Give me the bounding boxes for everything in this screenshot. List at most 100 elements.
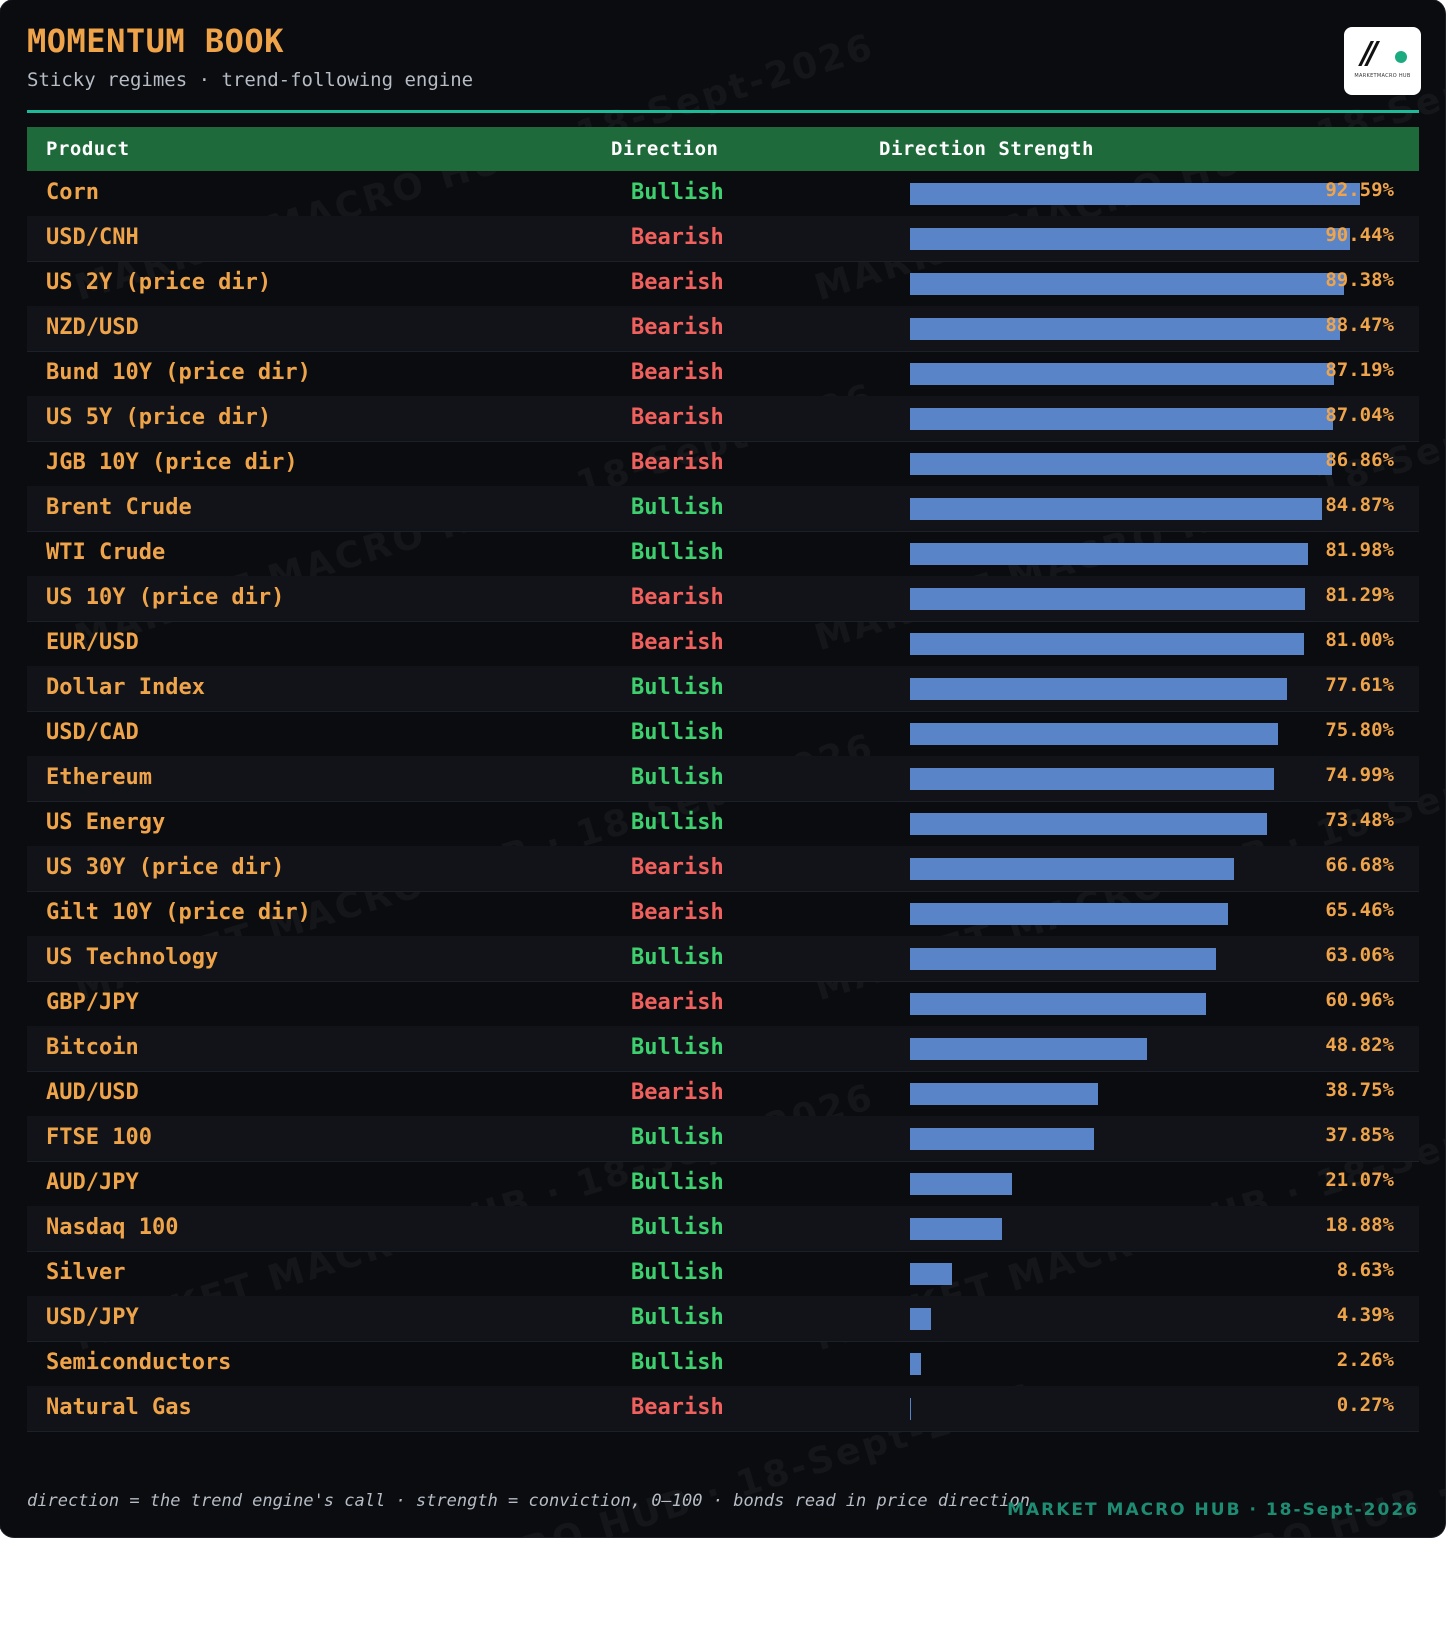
strength-value: 81.98% (1325, 539, 1394, 561)
product-name: Bitcoin (46, 1035, 139, 1060)
direction-label: Bullish (631, 1305, 724, 1330)
product-name: JGB 10Y (price dir) (46, 450, 298, 475)
strength-value: 87.19% (1325, 359, 1394, 381)
table-row: AUD/JPY Bullish 21.07% (27, 1161, 1419, 1207)
strength-bar (910, 1308, 932, 1330)
strength-bar (910, 318, 1340, 340)
direction-label: Bullish (631, 1260, 724, 1285)
strength-bar-track (910, 723, 1396, 745)
strength-value: 89.38% (1325, 269, 1394, 291)
direction-label: Bearish (631, 360, 724, 385)
product-name: AUD/USD (46, 1080, 139, 1105)
strength-bar (910, 723, 1279, 745)
logo-dot-icon (1395, 51, 1407, 63)
strength-bar-track (910, 1128, 1396, 1150)
strength-value: 86.86% (1325, 449, 1394, 471)
strength-value: 81.00% (1325, 629, 1394, 651)
header-divider (27, 110, 1419, 113)
direction-label: Bearish (631, 630, 724, 655)
column-header-strength: Direction Strength (879, 138, 1094, 160)
strength-bar-track (910, 228, 1396, 250)
table-row: JGB 10Y (price dir) Bearish 86.86% (27, 441, 1419, 487)
product-name: Brent Crude (46, 495, 192, 520)
strength-value: 88.47% (1325, 314, 1394, 336)
strength-bar-track (910, 1353, 1396, 1375)
strength-bar-track (910, 1173, 1396, 1195)
product-name: WTI Crude (46, 540, 166, 565)
momentum-book-card: MARKET MACRO HUB · 18-Sept-2026MARKET MA… (0, 0, 1445, 1537)
strength-bar (910, 588, 1306, 610)
strength-bar-track (910, 1398, 1396, 1420)
strength-bar-track (910, 768, 1396, 790)
direction-label: Bullish (631, 540, 724, 565)
product-name: US Energy (46, 810, 166, 835)
product-name: FTSE 100 (46, 1125, 152, 1150)
table-row: Semiconductors Bullish 2.26% (27, 1341, 1419, 1387)
page-title: MOMENTUM BOOK (27, 22, 284, 60)
table-row: Nasdaq 100 Bullish 18.88% (27, 1206, 1419, 1252)
strength-bar-track (910, 633, 1396, 655)
strength-value: 73.48% (1325, 809, 1394, 831)
strength-bar-track (910, 1083, 1396, 1105)
table-row: GBP/JPY Bearish 60.96% (27, 981, 1419, 1027)
strength-bar (910, 1263, 952, 1285)
logo-text: MARKETMACRO HUB (1354, 73, 1411, 79)
strength-bar (910, 1128, 1094, 1150)
table-row: Bund 10Y (price dir) Bearish 87.19% (27, 351, 1419, 397)
table-row: Dollar Index Bullish 77.61% (27, 666, 1419, 712)
direction-label: Bearish (631, 450, 724, 475)
table-row: Ethereum Bullish 74.99% (27, 756, 1419, 802)
strength-bar-track (910, 588, 1396, 610)
table-row: USD/CAD Bullish 75.80% (27, 711, 1419, 757)
column-header-direction: Direction (611, 138, 719, 160)
strength-bar (910, 993, 1207, 1015)
direction-label: Bullish (631, 675, 724, 700)
strength-bar (910, 633, 1304, 655)
table-row: EUR/USD Bearish 81.00% (27, 621, 1419, 667)
table-row: US 2Y (price dir) Bearish 89.38% (27, 261, 1419, 307)
direction-label: Bullish (631, 1035, 724, 1060)
strength-bar-track (910, 1038, 1396, 1060)
table-row: Brent Crude Bullish 84.87% (27, 486, 1419, 532)
strength-value: 21.07% (1325, 1169, 1394, 1191)
table-row: Natural Gas Bearish 0.27% (27, 1386, 1419, 1432)
product-name: Natural Gas (46, 1395, 192, 1420)
momentum-table: Product Direction Direction Strength Cor… (27, 127, 1419, 1432)
strength-value: 65.46% (1325, 899, 1394, 921)
direction-label: Bullish (631, 1125, 724, 1150)
table-row: USD/CNH Bearish 90.44% (27, 216, 1419, 262)
table-row: NZD/USD Bearish 88.47% (27, 306, 1419, 352)
direction-label: Bearish (631, 1080, 724, 1105)
product-name: GBP/JPY (46, 990, 139, 1015)
product-name: AUD/JPY (46, 1170, 139, 1195)
strength-value: 8.63% (1336, 1259, 1394, 1281)
product-name: US 30Y (price dir) (46, 855, 285, 880)
strength-value: 0.27% (1336, 1394, 1394, 1416)
brand-footer: MARKET MACRO HUB · 18-Sept-2026 (1007, 1500, 1419, 1520)
direction-label: Bearish (631, 225, 724, 250)
strength-bar (910, 903, 1229, 925)
strength-bar-track (910, 993, 1396, 1015)
strength-value: 77.61% (1325, 674, 1394, 696)
strength-value: 66.68% (1325, 854, 1394, 876)
strength-bar (910, 813, 1268, 835)
strength-bar-track (910, 858, 1396, 880)
product-name: USD/CAD (46, 720, 139, 745)
direction-label: Bullish (631, 810, 724, 835)
strength-bar (910, 768, 1275, 790)
strength-bar (910, 543, 1309, 565)
footnote: direction = the trend engine's call · st… (27, 1491, 1031, 1511)
table-row: USD/JPY Bullish 4.39% (27, 1296, 1419, 1342)
table-header: Product Direction Direction Strength (27, 127, 1419, 171)
product-name: Dollar Index (46, 675, 205, 700)
product-name: US Technology (46, 945, 219, 970)
product-name: US 10Y (price dir) (46, 585, 285, 610)
strength-value: 84.87% (1325, 494, 1394, 516)
direction-label: Bearish (631, 1395, 724, 1420)
direction-label: Bearish (631, 585, 724, 610)
strength-bar-track (910, 498, 1396, 520)
product-name: EUR/USD (46, 630, 139, 655)
strength-bar (910, 228, 1350, 250)
direction-label: Bullish (631, 1170, 724, 1195)
strength-bar-track (910, 1218, 1396, 1240)
